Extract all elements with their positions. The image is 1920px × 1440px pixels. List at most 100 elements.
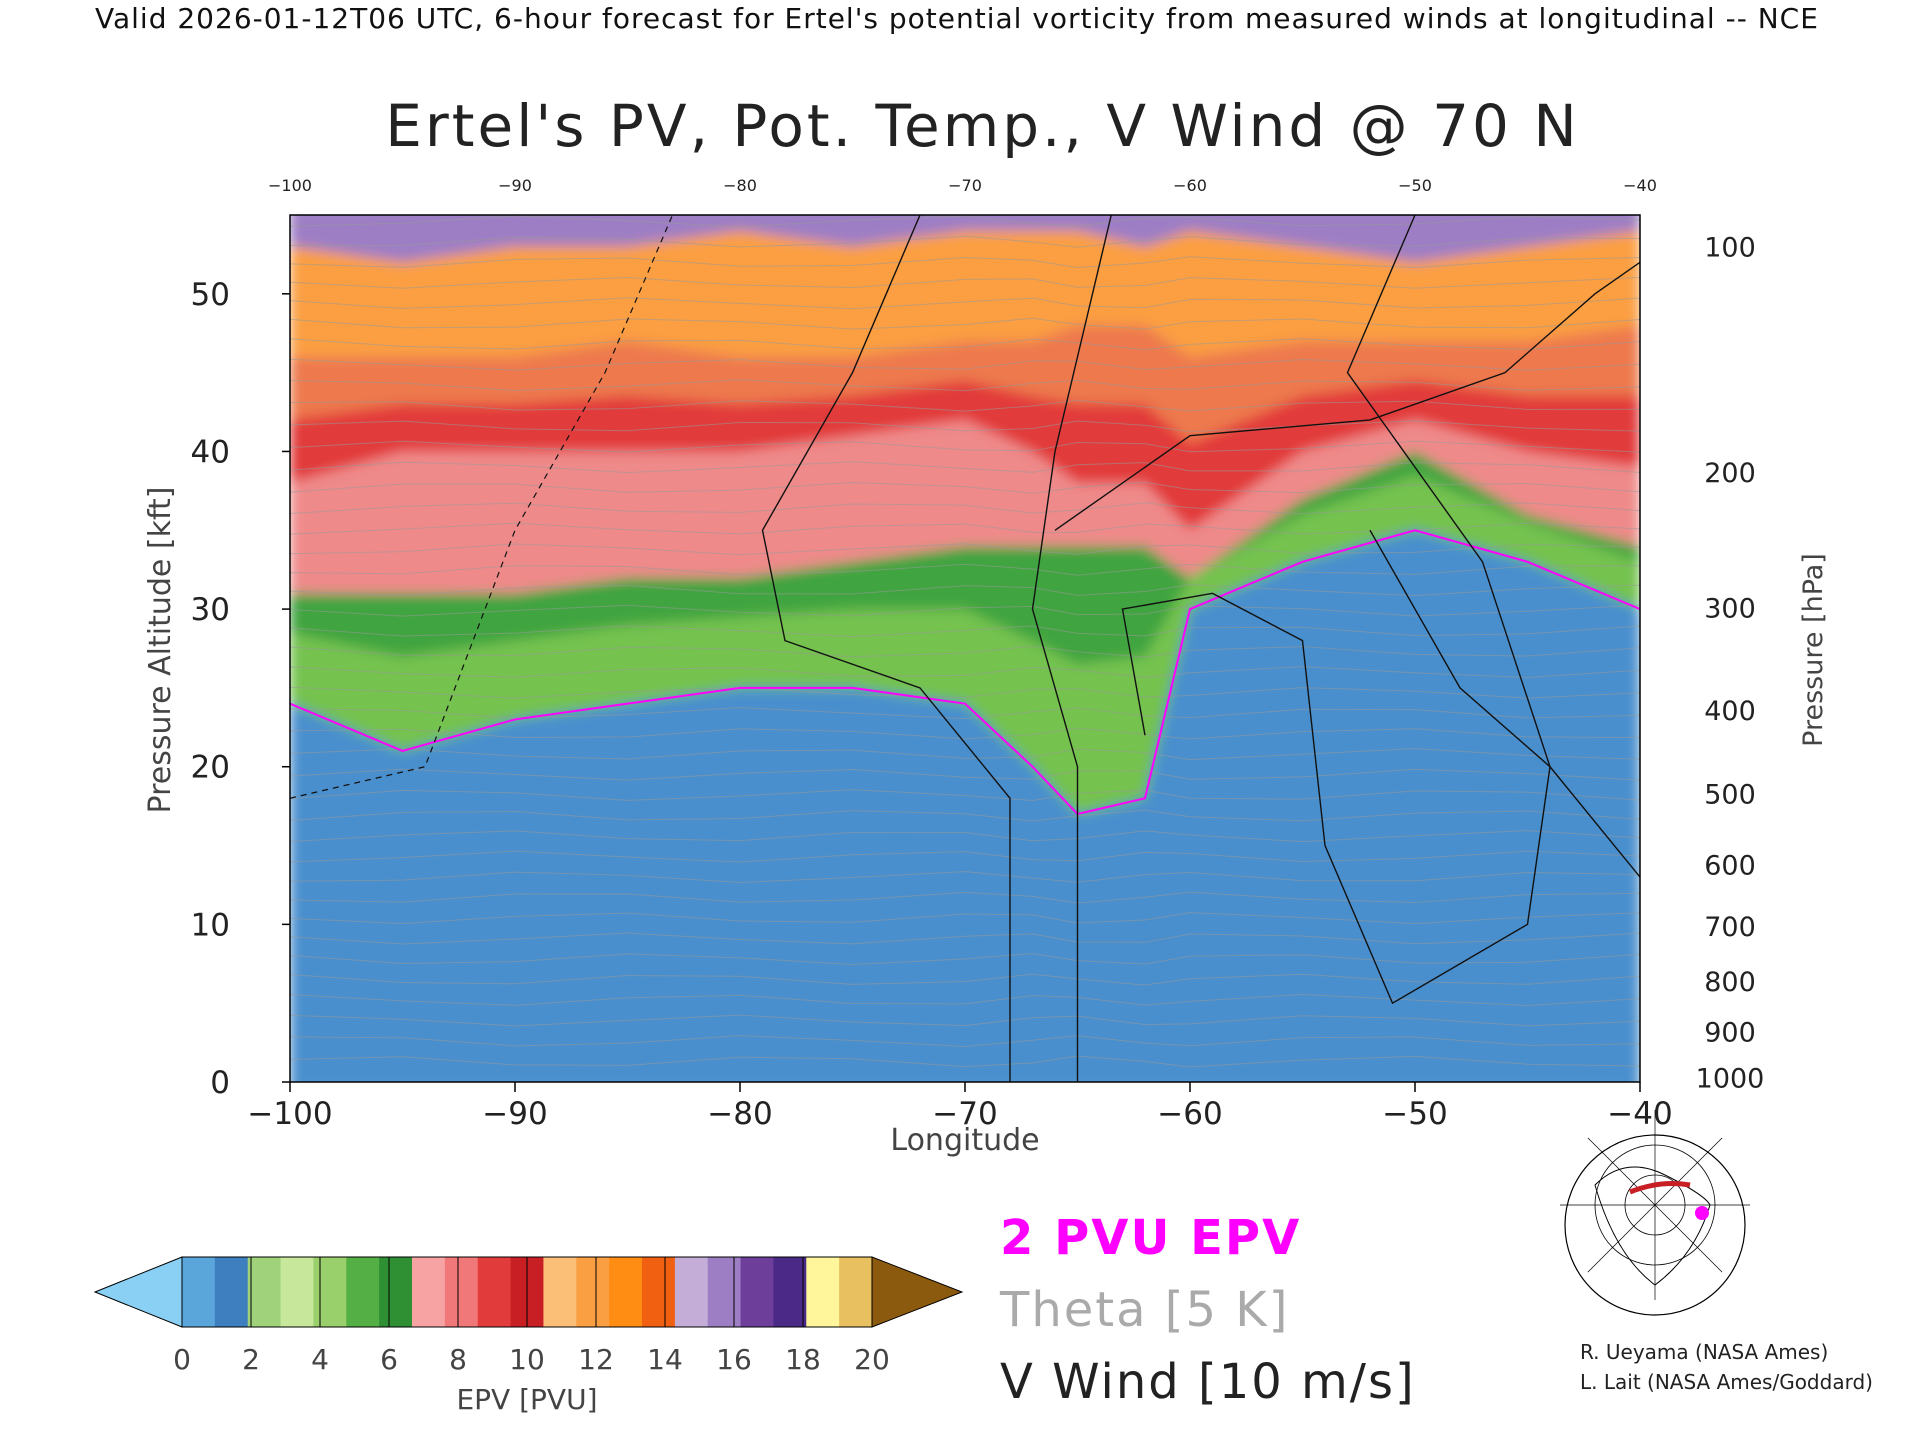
colorbar-tick-label: 18 — [785, 1343, 821, 1376]
theta-contour-line — [290, 461, 1640, 474]
theta-contour-line — [290, 1055, 1640, 1068]
colorbar-swatch — [182, 1257, 216, 1327]
colorbar-tick-label: 12 — [578, 1343, 614, 1376]
vwind-contour-line — [1031, 215, 1112, 1082]
colorbar-swatch — [707, 1257, 742, 1327]
theta-contour-line — [290, 748, 1640, 761]
pressure-tick-label: 700 — [1704, 912, 1756, 943]
credit-line-1: R. Ueyama (NASA Ames) — [1580, 1340, 1829, 1364]
colorbar-swatch — [609, 1257, 643, 1327]
vwind-contours — [290, 215, 1640, 1082]
pressure-tick-label: 1000 — [1696, 1063, 1765, 1094]
colorbar-swatch — [740, 1257, 775, 1327]
epv-band-6-8 — [290, 419, 1640, 594]
pressure-tick-label: 600 — [1704, 850, 1756, 881]
theta-contour-line — [290, 830, 1640, 843]
theta-contour-line — [290, 973, 1640, 986]
pvu-2-contour-line — [290, 529, 1640, 816]
theta-contour-line — [290, 932, 1640, 945]
theta-contour-line — [290, 215, 1640, 228]
x-tick-label: −70 — [932, 1096, 997, 1132]
colorbar-swatch — [806, 1257, 840, 1327]
colorbar-swatch — [214, 1257, 249, 1327]
colorbar-swatch — [773, 1257, 807, 1327]
theta-contour-line — [290, 584, 1640, 597]
theta-contour-line — [290, 522, 1640, 535]
pressure-tick-label: 300 — [1704, 594, 1756, 625]
theta-contour-line — [290, 871, 1640, 883]
axes: −100 −100 −90 −90 −80 −80 −70 −70 −60 −60 −50 −50 −4… — [143, 176, 1829, 1158]
inset-location-marker — [1695, 1206, 1709, 1220]
colorbar-tick-label: 6 — [380, 1343, 398, 1376]
y-axis-label: Pressure Altitude [kft] — [143, 487, 178, 814]
epv-band-16-20 — [290, 215, 1640, 263]
colorbar-tick-label: 16 — [716, 1343, 752, 1376]
x-top-tick-label: −100 — [268, 176, 312, 195]
pvu-contour — [290, 529, 1640, 816]
theta-contour-line — [290, 809, 1640, 822]
y-tick-label: 30 — [191, 592, 230, 628]
theta-contour-line — [290, 707, 1640, 720]
vwind-negative-contour-line — [290, 215, 674, 799]
colorbar-swatch — [412, 1257, 446, 1327]
x-axis-label: Longitude — [890, 1123, 1039, 1158]
theta-contour-line — [290, 358, 1640, 371]
inset-meridian — [1587, 1137, 1656, 1206]
colorbar-swatch — [576, 1257, 610, 1327]
pressure-tick-label: 900 — [1704, 1018, 1756, 1049]
theta-contour-line — [290, 297, 1640, 310]
epv-band-4-6 — [290, 451, 1640, 665]
colorbar-swatch — [543, 1257, 577, 1327]
vwind-contour-line — [1346, 215, 1640, 878]
legend-pvu: 2 PVU EPV — [1000, 1210, 1302, 1266]
y-tick-label: 0 — [210, 1065, 230, 1101]
epv-field — [290, 215, 1640, 1082]
colorbar-tick-label: 10 — [509, 1343, 545, 1376]
theta-contour-line — [290, 338, 1640, 351]
theta-contour-line — [290, 686, 1640, 699]
x-top-tick-label: −40 — [1623, 176, 1657, 195]
theta-contour-line — [290, 666, 1640, 678]
colorbar-tick-label: 20 — [854, 1343, 890, 1376]
x-tick-label: −100 — [247, 1096, 332, 1132]
x-top-tick-label: −90 — [498, 176, 532, 195]
y-tick-label: 40 — [191, 434, 230, 470]
theta-contour-line — [290, 1035, 1640, 1048]
inset-meridian — [1654, 1137, 1723, 1206]
theta-contour-line — [290, 235, 1640, 248]
colorbar-swatch — [313, 1257, 347, 1327]
theta-contour-line — [290, 625, 1640, 638]
theta-contour-line — [290, 481, 1640, 494]
pressure-tick-label: 800 — [1704, 967, 1756, 998]
theta-contour-line — [290, 953, 1640, 966]
theta-contour-line — [290, 645, 1640, 658]
theta-contour-line — [290, 891, 1640, 904]
theta-contours — [290, 215, 1640, 1068]
chart-title: Ertel's PV, Pot. Temp., V Wind @ 70 N — [385, 92, 1580, 160]
y-tick-label: 10 — [191, 907, 230, 943]
x-tick-label: −50 — [1382, 1096, 1447, 1132]
y2-axis-label: Pressure [hPa] — [1798, 553, 1829, 747]
theta-contour-line — [290, 420, 1640, 433]
inset-cross-section-track — [1629, 1181, 1691, 1195]
vwind-contour-line — [1054, 261, 1640, 531]
theta-contour-line — [290, 563, 1640, 576]
epv-band-2-6 — [290, 451, 1640, 815]
colorbar-swatch — [444, 1257, 479, 1327]
vwind-contour-line — [761, 215, 1011, 1082]
colorbar: 0 2 4 6 8 10 12 14 16 18 20 EPV [PVU] — [93, 1256, 964, 1416]
pressure-tick-label: 500 — [1704, 780, 1756, 811]
theta-contour-line — [290, 399, 1640, 412]
colorbar-swatch — [642, 1257, 676, 1327]
theta-contour-line — [290, 994, 1640, 1006]
x-tick-label: −60 — [1157, 1096, 1222, 1132]
theta-contour-line — [290, 912, 1640, 925]
colorbar-swatch — [247, 1257, 282, 1327]
x-top-tick-label: −60 — [1173, 176, 1207, 195]
inset-meridian — [1654, 1204, 1723, 1273]
theta-contour-line — [290, 256, 1640, 269]
theta-contour-line — [290, 440, 1640, 453]
colorbar-swatch — [477, 1257, 512, 1327]
theta-contour-line — [290, 543, 1640, 556]
